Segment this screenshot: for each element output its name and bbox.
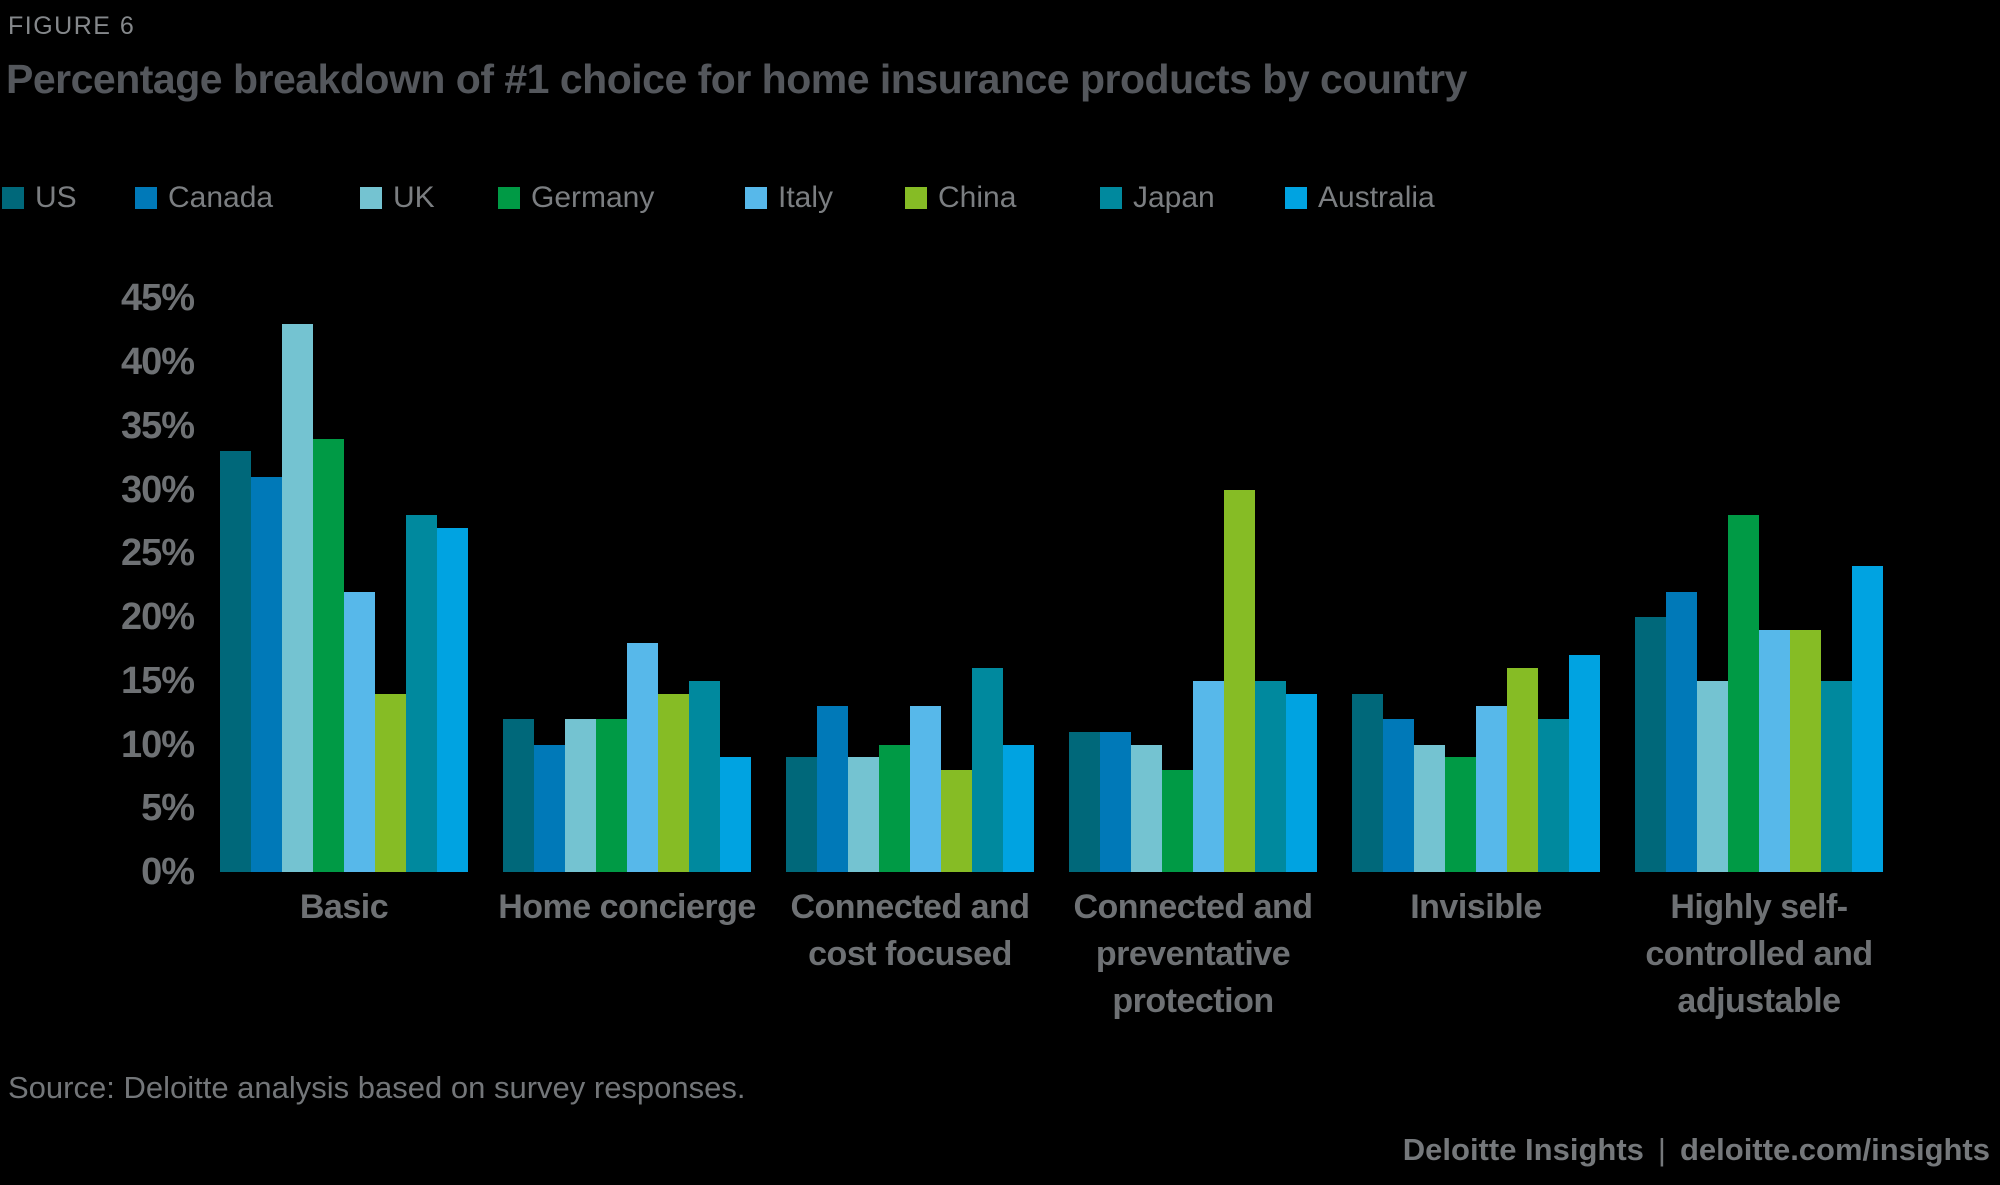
bar-us xyxy=(1352,693,1383,872)
legend-swatch-icon xyxy=(1285,187,1307,209)
y-tick-label: 25% xyxy=(120,532,195,575)
category-label: Connected and cost focused xyxy=(790,888,1030,973)
bar-us xyxy=(1635,617,1666,872)
y-tick-label: 45% xyxy=(120,277,195,320)
bar-uk xyxy=(565,719,596,872)
bar-canada xyxy=(1100,731,1131,872)
bar-japan xyxy=(406,515,437,872)
bar-canada xyxy=(1666,591,1697,872)
category-label: Home concierge xyxy=(498,888,756,926)
bar-us xyxy=(1069,731,1100,872)
page-title: Percentage breakdown of #1 choice for ho… xyxy=(6,56,1467,102)
bar-us xyxy=(220,451,251,872)
bar-italy xyxy=(1476,706,1507,872)
bar-uk xyxy=(1414,744,1445,872)
y-tick-label: 0% xyxy=(141,851,195,893)
legend-label: UK xyxy=(393,181,435,214)
bar-germany xyxy=(1728,515,1759,872)
bar-japan xyxy=(972,668,1003,872)
legend-swatch-icon xyxy=(360,187,382,209)
legend-item-china: China xyxy=(905,183,1016,213)
category-label: Highly self- controlled and adjustable xyxy=(1645,888,1873,1020)
bar-us xyxy=(786,757,817,872)
footer-url: deloitte.com/insights xyxy=(1679,1132,1990,1167)
legend-label: China xyxy=(938,181,1017,214)
legend-label: Japan xyxy=(1133,181,1215,214)
bar-uk xyxy=(848,757,879,872)
bar-uk xyxy=(1131,744,1162,872)
y-tick-label: 35% xyxy=(120,404,195,447)
bar-australia xyxy=(1003,744,1034,872)
legend-label: Germany xyxy=(531,181,655,214)
bar-china xyxy=(1507,668,1538,872)
bar-china xyxy=(1790,629,1821,872)
figure-label: FIGURE 6 xyxy=(8,12,136,40)
bar-germany xyxy=(313,438,344,872)
category-label: Basic xyxy=(299,888,389,926)
legend-swatch-icon xyxy=(498,187,520,209)
bar-italy xyxy=(910,706,941,872)
bar-us xyxy=(503,719,534,872)
y-tick-label: 15% xyxy=(120,659,195,702)
y-tick-label: 10% xyxy=(120,723,195,766)
legend-item-japan: Japan xyxy=(1100,183,1215,213)
bar-germany xyxy=(879,744,910,872)
legend-label: Italy xyxy=(778,181,834,214)
bar-italy xyxy=(344,591,375,872)
legend: US Canada UK Germany Italy China Japan Australi… xyxy=(0,183,2000,215)
bar-canada xyxy=(1383,719,1414,872)
bar-germany xyxy=(1445,757,1476,872)
legend-item-germany: Germany xyxy=(498,183,654,213)
legend-label: Australia xyxy=(1318,181,1435,214)
y-tick-label: 30% xyxy=(120,468,195,511)
bar-italy xyxy=(1193,680,1224,872)
bar-japan xyxy=(689,680,720,872)
legend-swatch-icon xyxy=(2,187,24,209)
footer-brand: Deloitte Insights xyxy=(1402,1132,1644,1167)
category-label: Connected and preventative protection xyxy=(1073,888,1313,1020)
legend-item-canada: Canada xyxy=(135,183,273,213)
footer: Deloitte Insights | deloitte.com/insight… xyxy=(1403,1132,1990,1168)
bar-china xyxy=(1224,489,1255,872)
bar-australia xyxy=(1286,693,1317,872)
legend-label: US xyxy=(35,181,77,214)
bar-china xyxy=(658,693,689,872)
bar-canada xyxy=(534,744,565,872)
bar-uk xyxy=(282,323,313,872)
y-tick-label: 40% xyxy=(120,341,195,383)
source-note: Source: Deloitte analysis based on surve… xyxy=(8,1070,746,1105)
bar-australia xyxy=(720,757,751,872)
y-tick-label: 5% xyxy=(141,787,195,830)
bar-italy xyxy=(1759,629,1790,872)
legend-swatch-icon xyxy=(135,187,157,209)
y-tick-label: 20% xyxy=(120,596,195,638)
legend-label: Canada xyxy=(168,181,274,214)
bar-canada xyxy=(817,706,848,872)
bar-canada xyxy=(251,476,282,872)
legend-swatch-icon xyxy=(905,187,927,209)
category-label: Invisible xyxy=(1410,888,1542,926)
bar-japan xyxy=(1255,680,1286,872)
bar-germany xyxy=(1162,770,1193,872)
legend-swatch-icon xyxy=(745,187,767,209)
legend-item-italy: Italy xyxy=(745,183,833,213)
bar-japan xyxy=(1821,680,1852,872)
bar-china xyxy=(375,693,406,872)
legend-item-us: US xyxy=(2,183,77,213)
bar-australia xyxy=(1852,566,1883,872)
bar-italy xyxy=(627,642,658,872)
bar-australia xyxy=(437,527,468,872)
bar-australia xyxy=(1569,655,1600,872)
bar-uk xyxy=(1697,680,1728,872)
footer-separator: | xyxy=(1657,1132,1666,1167)
legend-swatch-icon xyxy=(1100,187,1122,209)
legend-item-uk: UK xyxy=(360,183,435,213)
legend-item-australia: Australia xyxy=(1285,183,1435,213)
bar-germany xyxy=(596,719,627,872)
bar-china xyxy=(941,770,972,872)
bar-japan xyxy=(1538,719,1569,872)
